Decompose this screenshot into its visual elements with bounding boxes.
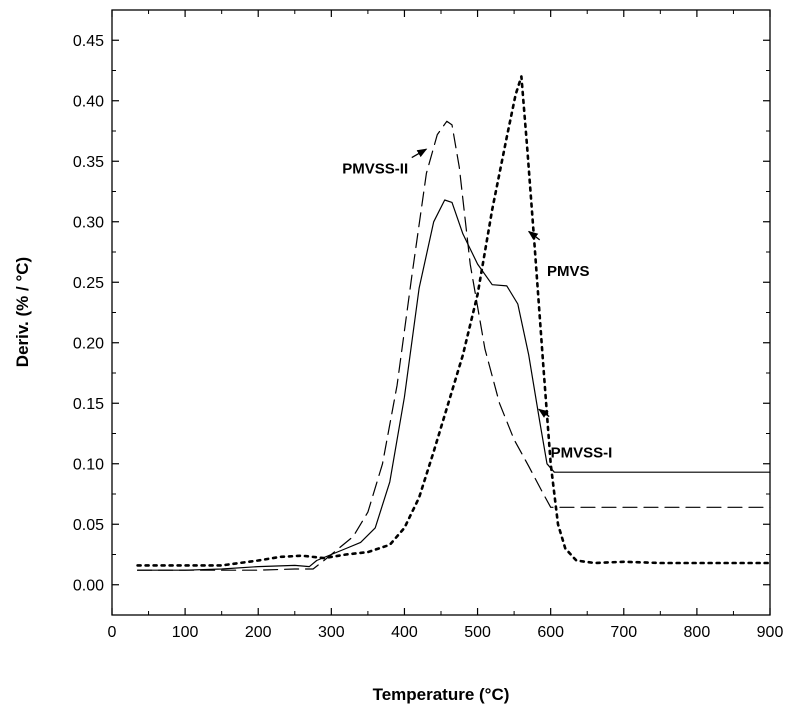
y-tick-label: 0.45 [73,33,104,50]
x-tick-label: 600 [537,624,564,641]
x-tick-label: 300 [318,624,345,641]
plot-frame [111,9,771,616]
x-tick-label: 400 [391,624,418,641]
x-tick-label: 200 [245,624,272,641]
annotation-label-pmvss-ii: PMVSS-II [342,160,408,177]
annotation-arrow-pmvs [527,230,541,241]
y-tick-label: 0.30 [73,214,104,231]
annotation-label-pmvss-i: PMVSS-I [551,445,613,462]
y-tick-label: 0.10 [73,456,104,473]
series-layer [136,75,772,571]
x-axis-tick-labels: 0 100 200 300 400 500 600 700 800 900 [108,624,784,641]
y-tick-label: 0.25 [73,275,104,292]
y-tick-label: 0.20 [73,335,104,352]
x-tick-label: 0 [108,624,117,641]
x-axis-ticks [111,10,771,615]
annotation-arrow-pmvss-ii [411,148,428,159]
x-tick-label: 800 [684,624,711,641]
y-tick-label: 0.35 [73,154,104,171]
x-axis-title: Temperature (°C) [373,685,510,704]
annotation-layer: PMVSS-II PMVS PMVSS-I [342,148,613,462]
series-line-pmvss-ii [137,120,771,571]
y-tick-label: 0.00 [73,577,104,594]
y-tick-label: 0.40 [73,93,104,110]
annotation-arrow-pmvss-i [538,408,550,418]
series-line-pmvs [136,75,772,567]
y-tick-label: 0.05 [73,517,104,534]
x-tick-label: 700 [610,624,637,641]
y-tick-label: 0.15 [73,396,104,413]
x-tick-label: 100 [172,624,199,641]
series-line-pmvss-i [137,199,771,571]
y-axis-ticks [112,39,770,586]
y-axis-title: Deriv. (% / °C) [13,257,32,367]
x-tick-label: 500 [464,624,491,641]
x-tick-label: 900 [757,624,784,641]
annotation-label-pmvs: PMVS [547,263,590,280]
y-axis-tick-labels: 0.00 0.05 0.10 0.15 0.20 0.25 0.30 0.35 0.40 0.45 [73,33,104,595]
